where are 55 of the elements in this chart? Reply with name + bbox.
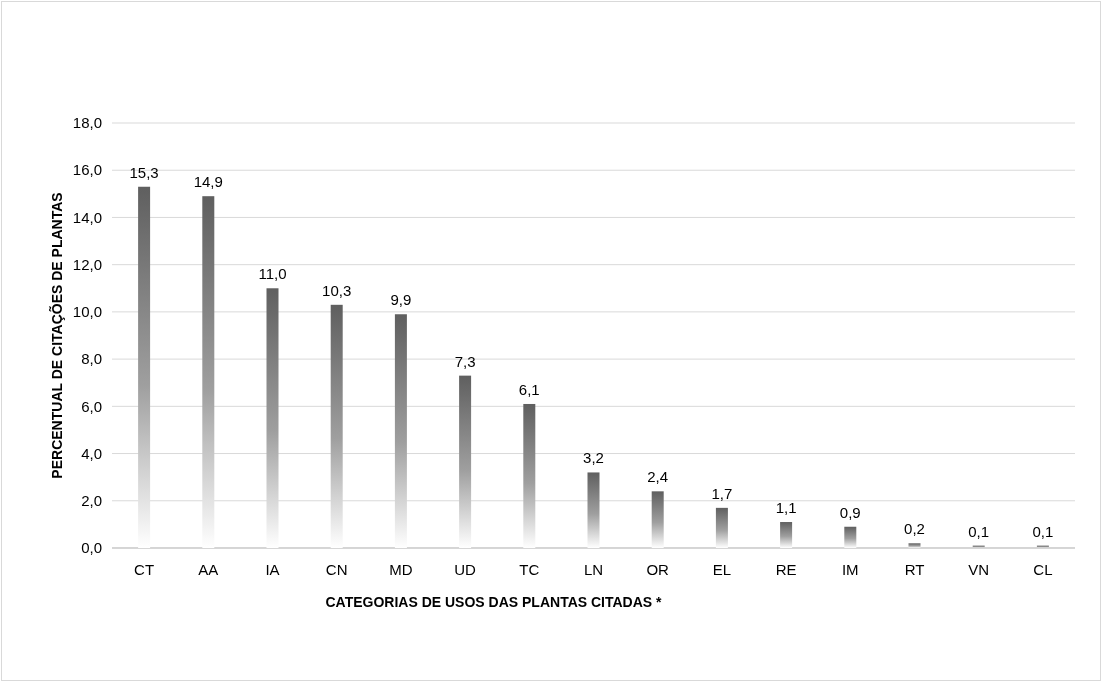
data-label: 0,2 <box>904 520 925 538</box>
y-axis-title: PERCENTUAL DE CITAÇÕES DE PLANTAS <box>48 192 65 479</box>
y-tick-label: 16,0 <box>72 161 102 179</box>
bar <box>330 304 343 548</box>
data-label: 9,9 <box>390 291 412 309</box>
x-tick-label: AA <box>198 561 219 578</box>
data-label: 14,9 <box>193 173 223 191</box>
bar <box>459 375 472 548</box>
x-tick-label: RT <box>904 561 925 578</box>
bar <box>138 186 151 548</box>
x-tick-label: LN <box>583 561 604 578</box>
y-tick-label: 4,0 <box>81 444 102 462</box>
data-label: 2,4 <box>647 468 669 486</box>
y-tick-label: 10,0 <box>72 303 102 321</box>
y-tick-label: 6,0 <box>81 397 102 415</box>
bar <box>523 403 536 548</box>
bar <box>202 196 215 548</box>
data-label: 11,0 <box>258 265 287 283</box>
x-tick-label: EL <box>712 561 732 578</box>
y-tick-label: 0,0 <box>81 539 102 557</box>
x-tick-label: TC <box>519 561 540 578</box>
data-label: 6,1 <box>518 380 540 398</box>
x-tick-label: VN <box>968 561 990 578</box>
bar <box>587 472 600 548</box>
y-tick-label: 12,0 <box>72 255 102 273</box>
x-tick-label: OR <box>646 561 670 578</box>
y-tick-label: 2,0 <box>81 492 102 510</box>
y-tick-label: 18,0 <box>72 114 102 132</box>
bar <box>266 288 279 548</box>
data-label: 7,3 <box>454 352 476 370</box>
y-tick-label: 8,0 <box>81 350 102 368</box>
x-tick-label: CL <box>1033 561 1053 578</box>
x-tick-label: IM <box>841 561 859 578</box>
data-label: 0,9 <box>839 503 861 521</box>
y-tick-label: 14,0 <box>72 208 102 226</box>
data-label: 15,3 <box>129 163 159 181</box>
x-tick-label: CN <box>325 561 348 578</box>
data-label: 0,1 <box>968 522 990 540</box>
data-label: 0,1 <box>1032 522 1054 540</box>
x-tick-label: RE <box>775 561 797 578</box>
data-label: 10,3 <box>322 281 352 299</box>
bar <box>908 543 921 548</box>
bar <box>715 507 728 548</box>
x-tick-label: UD <box>454 561 477 578</box>
bar <box>394 314 407 548</box>
x-tick-label: IA <box>265 561 280 578</box>
x-tick-label: MD <box>389 561 413 578</box>
data-label: 1,1 <box>775 499 797 517</box>
bar <box>780 522 793 548</box>
x-axis-title: CATEGORIAS DE USOS DAS PLANTAS CITADAS * <box>325 594 663 610</box>
bar <box>844 526 857 548</box>
bar <box>651 491 664 548</box>
data-label: 1,7 <box>711 484 733 502</box>
x-tick-label: CT <box>134 561 155 578</box>
data-label: 3,2 <box>583 449 604 467</box>
